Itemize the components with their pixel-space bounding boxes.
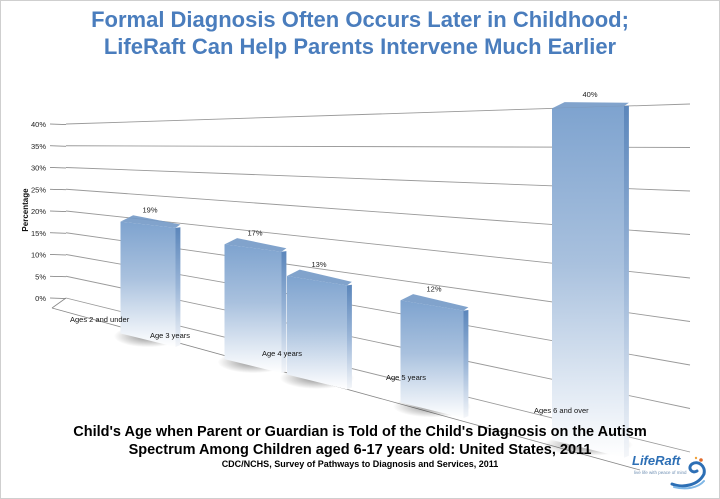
bar-top-face: [120, 215, 181, 228]
data-label: 12%: [426, 284, 441, 293]
y-tick-label: 15%: [31, 229, 46, 238]
y-tick-label: 40%: [31, 120, 46, 129]
bar: [543, 102, 633, 458]
slide-title: Formal Diagnosis Often Occurs Later in C…: [0, 6, 720, 60]
bar: [392, 294, 472, 419]
title-line-2: LifeRaft Can Help Parents Intervene Much…: [103, 34, 617, 59]
bar-side-face: [463, 310, 469, 419]
bar: [279, 269, 355, 390]
bar-side-face: [624, 105, 629, 458]
y-tick-mark: [49, 123, 67, 125]
chart-caption: Child's Age when Parent or Guardian is T…: [40, 423, 680, 459]
y-tick-label: 30%: [31, 164, 46, 173]
bars-layer: [113, 102, 633, 458]
y-tick-mark: [49, 210, 67, 212]
y-tick-label: 5%: [35, 272, 46, 281]
y-tick-mark: [49, 232, 67, 234]
title-line-1: Formal Diagnosis Often Occurs Later in C…: [91, 7, 629, 32]
category-label: Ages 2 and under: [70, 315, 130, 324]
data-label: 40%: [582, 90, 597, 99]
bar-front-face: [120, 221, 176, 348]
source-note: CDC/NCHS, Survey of Pathways to Diagnosi…: [221, 459, 499, 469]
y-tick-mark: [49, 188, 67, 191]
y-tick-label: 10%: [31, 251, 46, 260]
label-layer: 19% Ages 2 and under 17% Age 3 years 13% Age …: [70, 90, 598, 415]
y-tick-mark: [49, 254, 67, 256]
category-label: Age 5 years: [386, 373, 426, 382]
bar-front-face: [400, 300, 464, 419]
y-tick-label: 25%: [31, 185, 46, 194]
caption-line-2: Spectrum Among Children aged 6-17 years …: [128, 442, 592, 458]
liferaft-logo: LifeRaft live life with peace of mind: [630, 452, 710, 492]
axis-depth-edge: [51, 297, 67, 309]
y-tick-mark: [49, 167, 67, 169]
bar-front-face: [552, 106, 624, 458]
logo-tagline: live life with peace of mind: [634, 470, 687, 475]
wave-swirl-icon: [670, 456, 706, 490]
caption-line-1: Child's Age when Parent or Guardian is T…: [73, 424, 647, 440]
data-label: 19%: [142, 206, 157, 215]
bar-side-face: [175, 227, 181, 348]
y-tick-label: 20%: [31, 207, 46, 216]
category-label: Ages 6 and over: [534, 406, 589, 415]
data-label: 13%: [311, 260, 326, 269]
y-tick-label: 0%: [35, 294, 46, 303]
category-label: Age 3 years: [150, 331, 190, 340]
logo-wordmark: LifeRaft: [632, 453, 681, 468]
y-tick-label: 35%: [31, 142, 46, 151]
bar-top-face: [552, 102, 629, 109]
bar-side-face: [281, 251, 287, 374]
bar-front-face: [224, 244, 282, 374]
data-label: 17%: [247, 228, 262, 237]
bar-front-face: [287, 275, 347, 390]
y-axis-title: Percentage: [21, 188, 30, 232]
bar: [217, 238, 289, 374]
bar-side-face: [347, 284, 352, 390]
bar-top-face: [224, 238, 287, 252]
y-tick-mark: [49, 275, 67, 278]
y-tick-mark: [49, 297, 67, 299]
y-tick-mark: [49, 145, 67, 147]
bar: [113, 215, 183, 348]
category-label: Age 4 years: [262, 349, 302, 358]
bar-top-face: [287, 269, 352, 286]
bar-top-face: [400, 294, 469, 311]
